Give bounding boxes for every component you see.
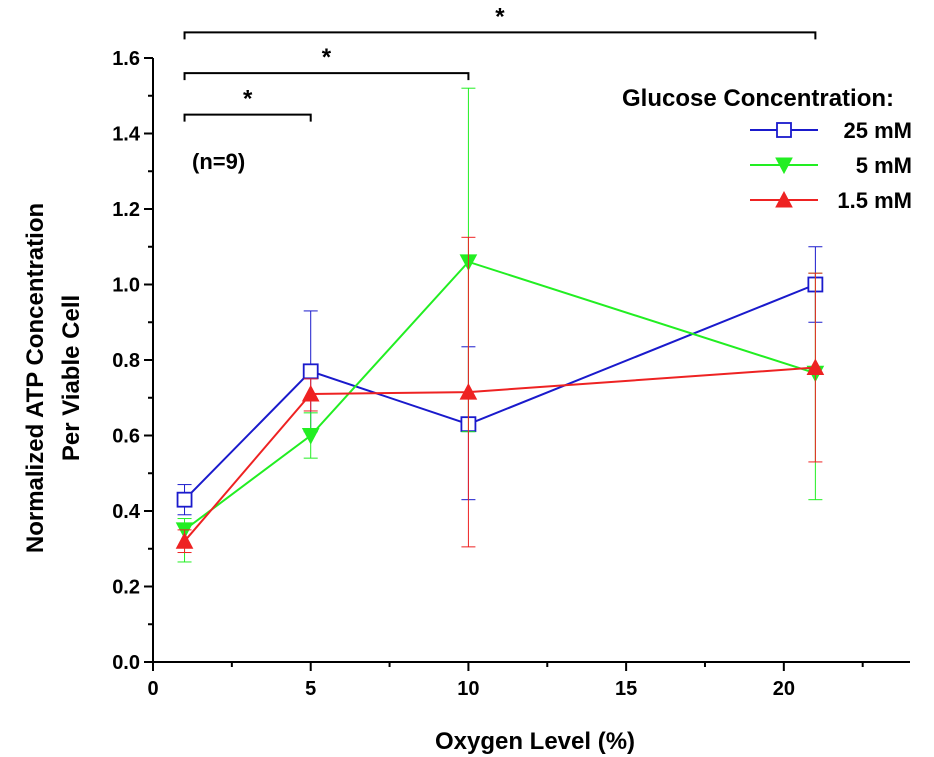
y-tick-label: 1.4	[112, 124, 141, 146]
y-tick-label: 0.8	[112, 350, 140, 372]
data-point	[176, 491, 193, 508]
x-tick-label: 15	[615, 678, 637, 700]
x-tick-label: 20	[773, 678, 795, 700]
y-axis-title: Normalized ATP Concentration Per Viable …	[22, 203, 85, 553]
data-point	[302, 363, 319, 380]
y-axis-title-line-1: Normalized ATP Concentration	[22, 203, 49, 553]
y-tick-label: 1.2	[112, 199, 140, 221]
series-1-5-mm	[175, 236, 825, 554]
data-point	[175, 532, 194, 549]
legend-title: Glucose Concentration:	[622, 85, 894, 112]
data-point	[301, 428, 320, 445]
data-point	[806, 358, 825, 376]
significance-brackets: * * *	[183, 3, 817, 122]
data-point	[775, 190, 793, 208]
significance-star: *	[495, 3, 505, 30]
legend: Glucose Concentration: 25 mM 5 mM 1.5 mM	[622, 85, 912, 213]
y-tick-label: 0.6	[112, 426, 140, 448]
y-tick-label: 1.6	[112, 48, 140, 70]
data-point	[301, 384, 320, 402]
series-line	[183, 283, 816, 501]
significance-bracket	[183, 113, 312, 122]
data-point	[776, 122, 792, 138]
significance-star: *	[322, 44, 332, 71]
y-tick-label: 0.2	[112, 577, 140, 599]
legend-label: 1.5 mM	[837, 188, 912, 213]
series-25-mm	[176, 246, 824, 516]
legend-label: 25 mM	[844, 118, 912, 143]
x-tick-label: 5	[305, 678, 316, 700]
x-tick-label: 10	[457, 678, 479, 700]
axes: 0.0 0.2 0.4 0.6 0.8 1.0 1.2 1.4 1.6 0 5 10 15 20	[112, 48, 910, 700]
legend-label: 5 mM	[856, 153, 912, 178]
significance-bracket	[183, 72, 470, 81]
y-tick-label: 1.0	[112, 275, 140, 297]
series-line	[183, 260, 816, 531]
y-tick-label: 0.4	[112, 501, 141, 523]
x-axis-title: Oxygen Level (%)	[435, 728, 635, 755]
sample-size-label: (n=9)	[192, 149, 245, 174]
y-tick-label: 0.0	[112, 652, 140, 674]
series-layer	[175, 87, 825, 563]
series-5-mm	[175, 87, 825, 563]
significance-bracket	[183, 31, 817, 40]
series-line	[183, 366, 816, 542]
y-axis-title-line-2: Per Viable Cell	[58, 295, 85, 461]
data-point	[459, 383, 478, 400]
x-tick-label: 0	[147, 678, 158, 700]
data-point	[775, 157, 793, 175]
significance-star: *	[243, 86, 253, 113]
